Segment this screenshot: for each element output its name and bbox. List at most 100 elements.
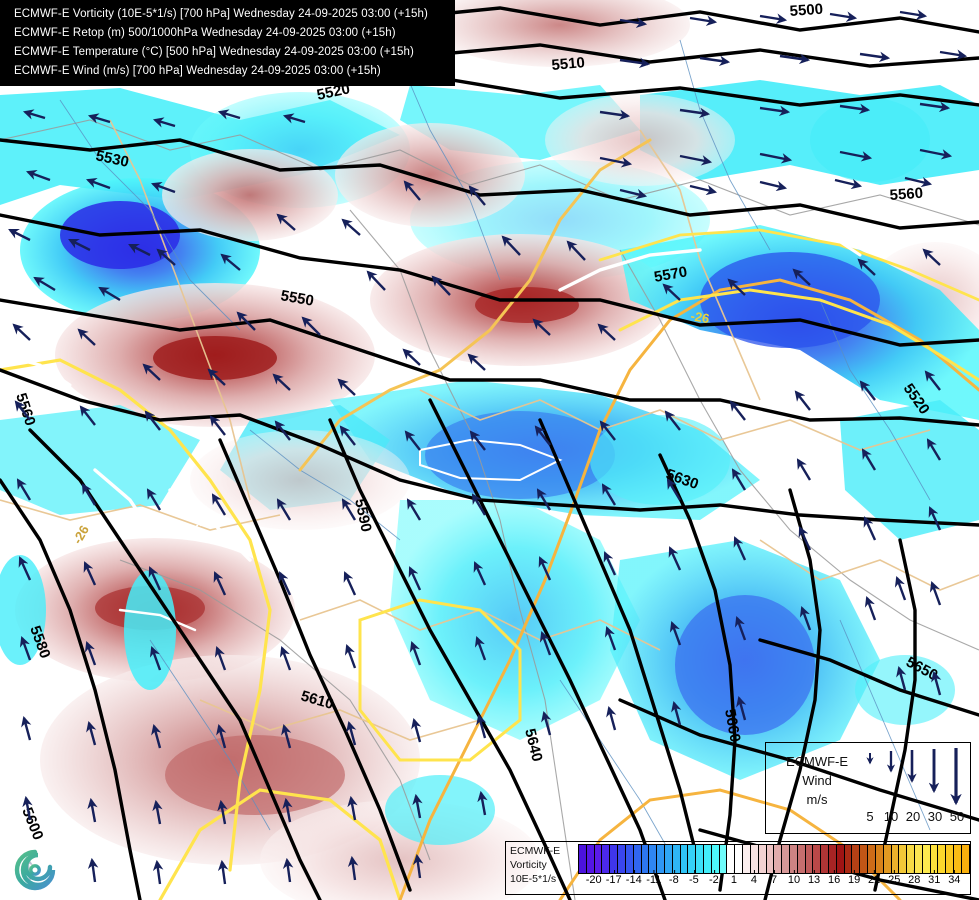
wind-legend-model: ECMWF-E xyxy=(785,754,849,769)
wind-legend-box: ECMWF-E Wind m/s 5 10 20 30 50 xyxy=(765,742,971,834)
colorbar-cell xyxy=(813,845,822,873)
colorbar-cell xyxy=(704,845,712,873)
colorbar-tick-label: 16 xyxy=(827,870,841,886)
colorbar-cell xyxy=(618,845,626,873)
colorbar-tick-label: 25 xyxy=(888,870,901,886)
svg-text:5560: 5560 xyxy=(889,185,923,204)
colorbar-cell xyxy=(836,845,845,873)
colorbar-cell xyxy=(696,845,704,873)
vorticity-legend-variable: Vorticity xyxy=(510,859,547,871)
colorbar-tick-label: 34 xyxy=(948,870,961,886)
svg-text:5530: 5530 xyxy=(94,147,130,171)
colorbar-cell xyxy=(657,845,665,873)
colorbar-tick-label: 19 xyxy=(848,870,861,886)
svg-text:-26: -26 xyxy=(689,308,710,326)
wind-legend-speed-labels: 5 10 20 30 50 xyxy=(862,809,968,829)
colorbar-cell xyxy=(727,845,736,873)
colorbar-tick-label: -14 xyxy=(625,870,642,886)
colorbar-cell xyxy=(829,845,837,873)
colorbar-cell xyxy=(688,845,697,873)
svg-text:5590: 5590 xyxy=(351,497,375,533)
colorbar-cell xyxy=(594,845,603,873)
colorbar-cell xyxy=(782,845,790,873)
colorbar-cell xyxy=(610,845,619,873)
colorbar-tick-label: 22 xyxy=(868,870,881,886)
colorbar-tick-label: 7 xyxy=(770,870,778,886)
colorbar-cell xyxy=(938,845,947,873)
colorbar-cell xyxy=(852,845,861,873)
colorbar-cell xyxy=(891,845,900,873)
colorbar-cell xyxy=(946,845,954,873)
colorbar-cell xyxy=(641,845,650,873)
colorbar-cell xyxy=(758,845,767,873)
vorticity-legend-caption: ECMWF-E Vorticity 10E-5*1/s xyxy=(506,842,578,886)
wind-legend-variable: Wind xyxy=(802,773,832,788)
vorticity-colorbar-ticks: -20 -17 -14 -11 -8 -5 -2 1 4 7 10 13 16 19 22 25 28 31 34 xyxy=(578,870,970,894)
colorbar-cell xyxy=(821,845,829,873)
svg-text:5660: 5660 xyxy=(721,708,744,744)
wind-vector-layer xyxy=(8,9,968,885)
colorbar-tick-label: 1 xyxy=(730,870,737,886)
vorticity-legend-box: ECMWF-E Vorticity 10E-5*1/s -20 -17 -14 -11… xyxy=(505,841,971,895)
svg-text:5570: 5570 xyxy=(653,263,689,286)
colorbar-cell xyxy=(930,845,939,873)
colorbar-cell xyxy=(672,845,681,873)
colorbar-tick-label: 10 xyxy=(787,870,801,886)
vorticity-legend-unit: 10E-5*1/s xyxy=(510,873,557,885)
colorbar-tick-label: -17 xyxy=(605,870,622,886)
colorbar-cell xyxy=(907,845,915,873)
colorbar-tick-label: 28 xyxy=(908,870,921,886)
colorbar-cell xyxy=(649,845,658,873)
vorticity-legend-model: ECMWF-E xyxy=(510,845,561,857)
map-title-box: ECMWF-E Vorticity (10E-5*1/s) [700 hPa] … xyxy=(0,0,455,86)
svg-text:5510: 5510 xyxy=(551,54,586,74)
title-line-temperature: ECMWF-E Temperature (°C) [500 hPa] Wedne… xyxy=(14,46,414,58)
colorbar-tick-label: -8 xyxy=(668,870,679,886)
colorbar-cell xyxy=(844,845,853,873)
app-logo xyxy=(11,846,59,894)
colorbar-cell xyxy=(954,845,962,873)
colorbar-cell xyxy=(883,845,892,873)
colorbar-cell xyxy=(860,845,869,873)
colorbar-cell xyxy=(766,845,775,873)
colorbar-cell xyxy=(711,845,720,873)
colorbar-tick-label: 4 xyxy=(750,870,758,886)
svg-text:5520: 5520 xyxy=(315,80,351,104)
title-line-wind: ECMWF-E Wind (m/s) [700 hPa] Wednesday 2… xyxy=(14,65,381,77)
colorbar-tick-label: 31 xyxy=(928,870,941,886)
colorbar-tick-label: -2 xyxy=(709,870,719,886)
title-line-vorticity: ECMWF-E Vorticity (10E-5*1/s) [700 hPa] … xyxy=(14,8,428,20)
colorbar-cell xyxy=(743,845,751,873)
wind-speed-5: 5 xyxy=(866,809,874,824)
wind-speed-30: 30 xyxy=(927,809,943,824)
colorbar-cell xyxy=(664,845,673,873)
colorbar-cell xyxy=(789,845,798,873)
colorbar-cell xyxy=(797,845,806,873)
colorbar-cell xyxy=(922,845,931,873)
svg-text:5550: 5550 xyxy=(279,287,315,310)
wind-legend-arrows xyxy=(866,748,962,806)
geography-layer xyxy=(0,39,979,900)
colorbar-tick-label: -20 xyxy=(585,870,602,886)
colorbar-cell xyxy=(774,845,783,873)
vorticity-colorbar xyxy=(578,844,970,874)
wind-speed-10: 10 xyxy=(883,809,899,824)
colorbar-cell xyxy=(633,845,642,873)
colorbar-cell xyxy=(602,845,611,873)
colorbar-cell xyxy=(899,845,908,873)
colorbar-cell xyxy=(805,845,814,873)
colorbar-cell xyxy=(719,845,728,873)
colorbar-cell xyxy=(625,845,634,873)
colorbar-cell xyxy=(735,845,744,873)
colorbar-cell xyxy=(875,845,884,873)
colorbar-cell xyxy=(914,845,923,873)
colorbar-tick-label: 13 xyxy=(807,870,821,886)
colorbar-cell xyxy=(680,845,689,873)
wind-speed-50: 50 xyxy=(949,809,965,824)
title-line-retop: ECMWF-E Retop (m) 500/1000hPa Wednesday … xyxy=(14,27,396,39)
colorbar-cell xyxy=(586,845,595,873)
wind-speed-20: 20 xyxy=(905,809,921,824)
